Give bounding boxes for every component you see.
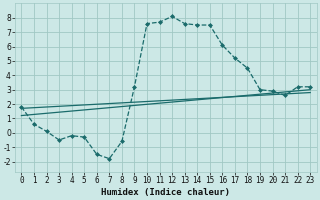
X-axis label: Humidex (Indice chaleur): Humidex (Indice chaleur) [101,188,230,197]
